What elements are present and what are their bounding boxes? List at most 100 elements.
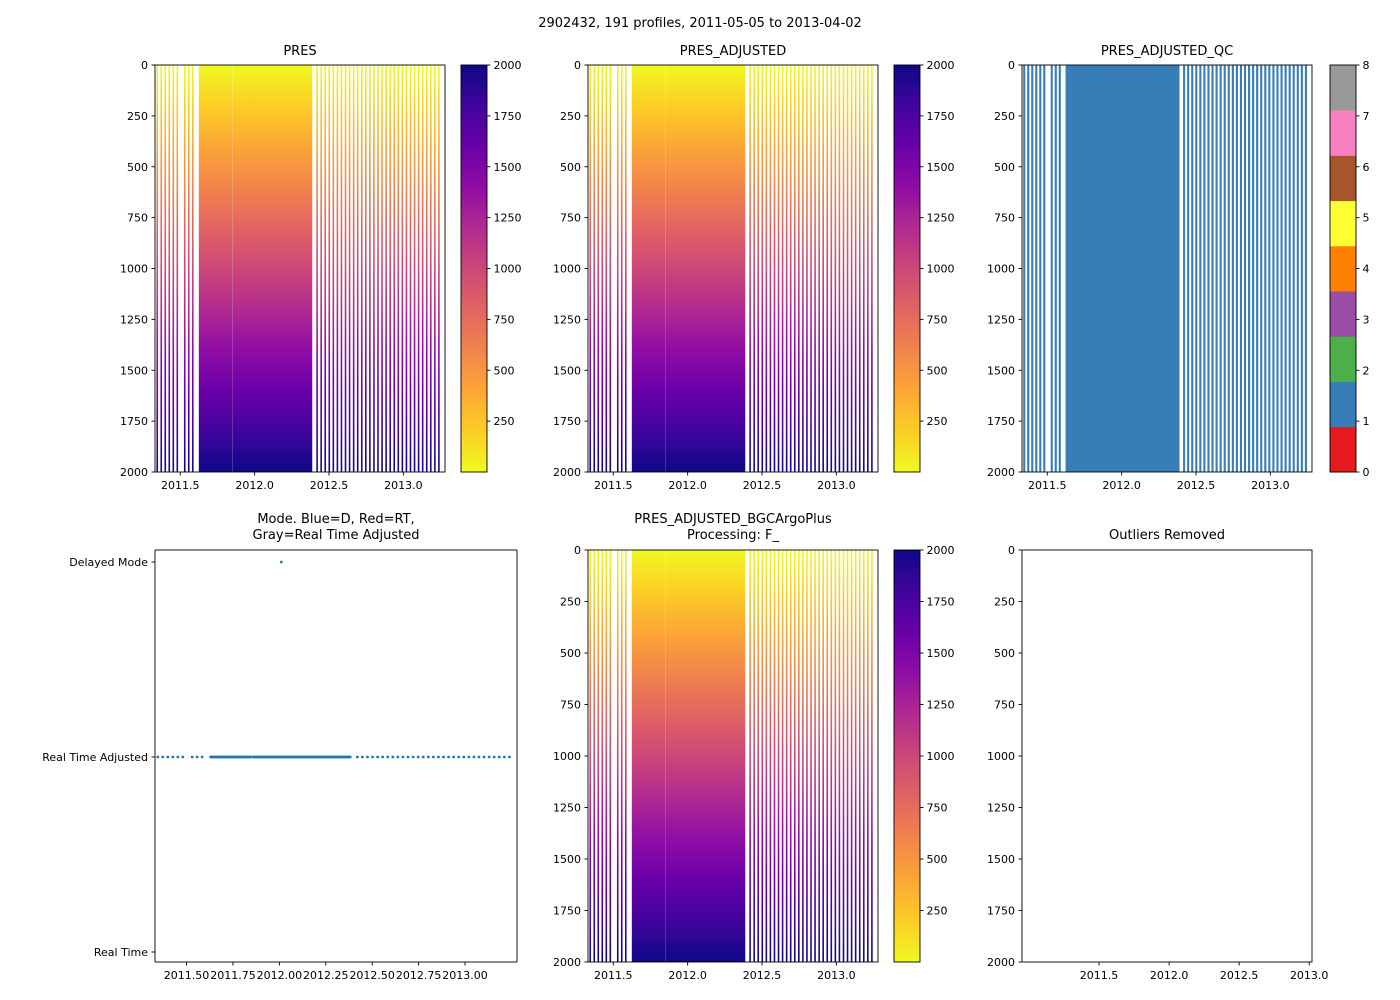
tick-label: 2012.50 (349, 969, 395, 982)
tick-label: 1750 (927, 110, 955, 123)
delayed-mode-marker (279, 560, 283, 564)
colorbar (461, 65, 487, 472)
tick-label: 2000 (927, 544, 955, 557)
tick-label: 500 (560, 647, 581, 660)
subplot-title-outliers: Outliers Removed (1108, 528, 1226, 543)
tick-label: 750 (560, 212, 581, 225)
tick-label: 1250 (987, 313, 1015, 326)
tick-label: 2012.5 (310, 479, 349, 492)
subplot-title-pres: PRES (283, 44, 317, 59)
axes-box (154, 549, 518, 963)
tick-label: 2013.00 (442, 969, 488, 982)
tick-label: 2012.5 (743, 479, 782, 492)
tick-label: 2000 (494, 59, 522, 72)
subplot-title-pres-adjusted-qc: PRES_ADJUSTED_QC (1100, 44, 1234, 59)
tick-label: 1500 (553, 853, 581, 866)
qc-colorbar-band (1330, 291, 1356, 337)
tick-label: 3 (1363, 313, 1370, 326)
tick-label: 250 (927, 905, 948, 918)
tick-label: 1000 (927, 750, 955, 763)
tick-label: 1250 (553, 313, 581, 326)
tick-label: 2012.25 (303, 969, 349, 982)
tick-label: 1500 (553, 364, 581, 377)
tick-label: 1250 (553, 802, 581, 815)
profile-stripes (589, 65, 873, 472)
qc-colorbar-band (1330, 381, 1356, 428)
tick-label: 2012.0 (668, 969, 707, 982)
tick-label: 500 (127, 161, 148, 174)
tick-label: 1500 (494, 161, 522, 174)
tick-label: 500 (494, 364, 515, 377)
profile-stripes (156, 65, 440, 472)
tick-label: 2000 (553, 956, 581, 969)
qc-colorbar-band (1330, 65, 1356, 111)
qc-colorbar-band (1330, 200, 1356, 247)
tick-label: 750 (494, 313, 515, 326)
tick-label: 2000 (987, 466, 1015, 479)
tick-label: 1750 (987, 415, 1015, 428)
tick-label: 2012.5 (1220, 969, 1259, 982)
tick-label: 1500 (927, 647, 955, 660)
tick-label: 1000 (987, 750, 1015, 763)
tick-label: 0 (1008, 544, 1015, 557)
tick-label: 1750 (553, 415, 581, 428)
tick-label: 2011.75 (210, 969, 256, 982)
tick-label: 2011.5 (594, 969, 633, 982)
tick-label: 2012.5 (743, 969, 782, 982)
tick-label: 1750 (553, 905, 581, 918)
tick-label: 0 (574, 59, 581, 72)
tick-label: 6 (1363, 161, 1370, 174)
tick-label: 8 (1363, 59, 1370, 72)
tick-label: 1750 (494, 110, 522, 123)
tick-label: 2011.50 (164, 969, 210, 982)
tick-label: 750 (560, 699, 581, 712)
tick-label: 2000 (987, 956, 1015, 969)
figure-title: 2902432, 191 profiles, 2011-05-05 to 201… (538, 16, 862, 31)
tick-label: 0 (574, 544, 581, 557)
tick-label: 1000 (927, 263, 955, 276)
qc-colorbar-band (1330, 426, 1356, 473)
tick-label: 0 (1008, 59, 1015, 72)
subplot-title-pres-adjusted: PRES_ADJUSTED (679, 44, 787, 59)
tick-label: 2013.0 (1290, 969, 1329, 982)
tick-label: 1750 (927, 596, 955, 609)
tick-label: Real Time (94, 946, 148, 959)
tick-label: 1000 (553, 750, 581, 763)
tick-label: 250 (560, 110, 581, 123)
tick-label: 750 (994, 212, 1015, 225)
tick-label: 1000 (553, 263, 581, 276)
tick-label: 2 (1363, 364, 1370, 377)
mode-markers (156, 560, 511, 759)
tick-label: 250 (560, 596, 581, 609)
tick-label: 1500 (987, 364, 1015, 377)
subplot-title-mode: Mode. Blue=D, Red=RT, Gray=Real Time Adj… (252, 512, 420, 543)
tick-label: 4 (1363, 263, 1370, 276)
tick-label: 2012.0 (1102, 479, 1141, 492)
tick-label: 2000 (927, 59, 955, 72)
tick-label: 500 (560, 161, 581, 174)
qc-colorbar-band (1330, 336, 1356, 382)
profile-stripes (589, 550, 873, 962)
tick-label: 1250 (927, 212, 955, 225)
tick-label: 2000 (120, 466, 148, 479)
tick-label: 250 (494, 415, 515, 428)
tick-label: 250 (994, 596, 1015, 609)
tick-label: 2012.0 (235, 479, 274, 492)
tick-label: Real Time Adjusted (42, 751, 148, 764)
tick-label: 1250 (927, 699, 955, 712)
tick-label: 250 (127, 110, 148, 123)
tick-label: 2000 (553, 466, 581, 479)
tick-label: 250 (927, 415, 948, 428)
colorbar (894, 65, 920, 472)
tick-label: 1750 (987, 905, 1015, 918)
tick-label: 2013.0 (817, 969, 856, 982)
tick-label: 1250 (494, 212, 522, 225)
tick-label: 500 (994, 647, 1015, 660)
tick-label: 750 (127, 212, 148, 225)
tick-label: 500 (927, 364, 948, 377)
qc-colorbar-band (1330, 245, 1356, 292)
tick-label: 7 (1363, 110, 1370, 123)
colorbar (894, 550, 920, 962)
